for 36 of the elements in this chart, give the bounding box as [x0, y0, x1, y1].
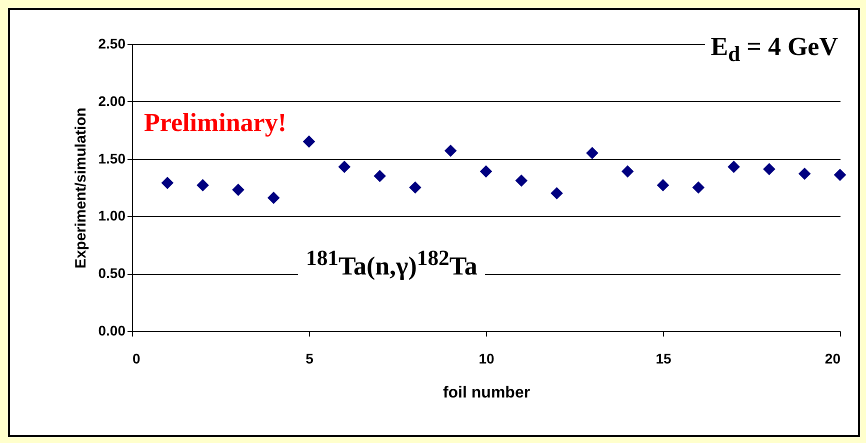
y-tick-label: 2.50: [98, 36, 126, 52]
point: [444, 145, 456, 157]
point: [409, 182, 421, 194]
point: [834, 169, 846, 181]
x-tick-label: 0: [132, 350, 140, 366]
y-tick-label: 2.00: [98, 92, 126, 109]
y-tick-label: 1.00: [98, 208, 126, 224]
point: [303, 136, 315, 148]
point: [692, 182, 704, 194]
x-tick-label: 15: [656, 350, 672, 366]
point: [516, 174, 528, 186]
point: [268, 192, 280, 204]
point: [197, 179, 209, 191]
point: [622, 166, 634, 178]
y-tick-label: 0.50: [98, 265, 126, 282]
point: [480, 166, 492, 178]
annotation: $^{181}$Ta(n,γ)$^{182}$Ta: [298, 246, 486, 282]
point: [763, 163, 775, 175]
point: [798, 168, 810, 180]
x-tick-label: 20: [824, 350, 841, 366]
point: [586, 147, 598, 159]
x-tick-label: 10: [478, 350, 494, 366]
point: [374, 170, 386, 182]
point: [551, 187, 563, 199]
y-tick-label: 1.50: [98, 150, 126, 166]
y-tick-label: 0.00: [98, 322, 126, 338]
chart-title: E$_{d}$ = 4 GeV: [704, 32, 844, 68]
point: [338, 161, 350, 173]
point: [162, 177, 174, 189]
point: [657, 179, 669, 191]
y-axis-title: Experiment/simulation: [72, 108, 90, 268]
x-axis-title: foil number: [442, 384, 530, 402]
x-tick-label: 5: [306, 350, 314, 366]
point: [728, 161, 740, 173]
point: [232, 184, 244, 196]
annotation: Preliminary!: [144, 108, 286, 138]
